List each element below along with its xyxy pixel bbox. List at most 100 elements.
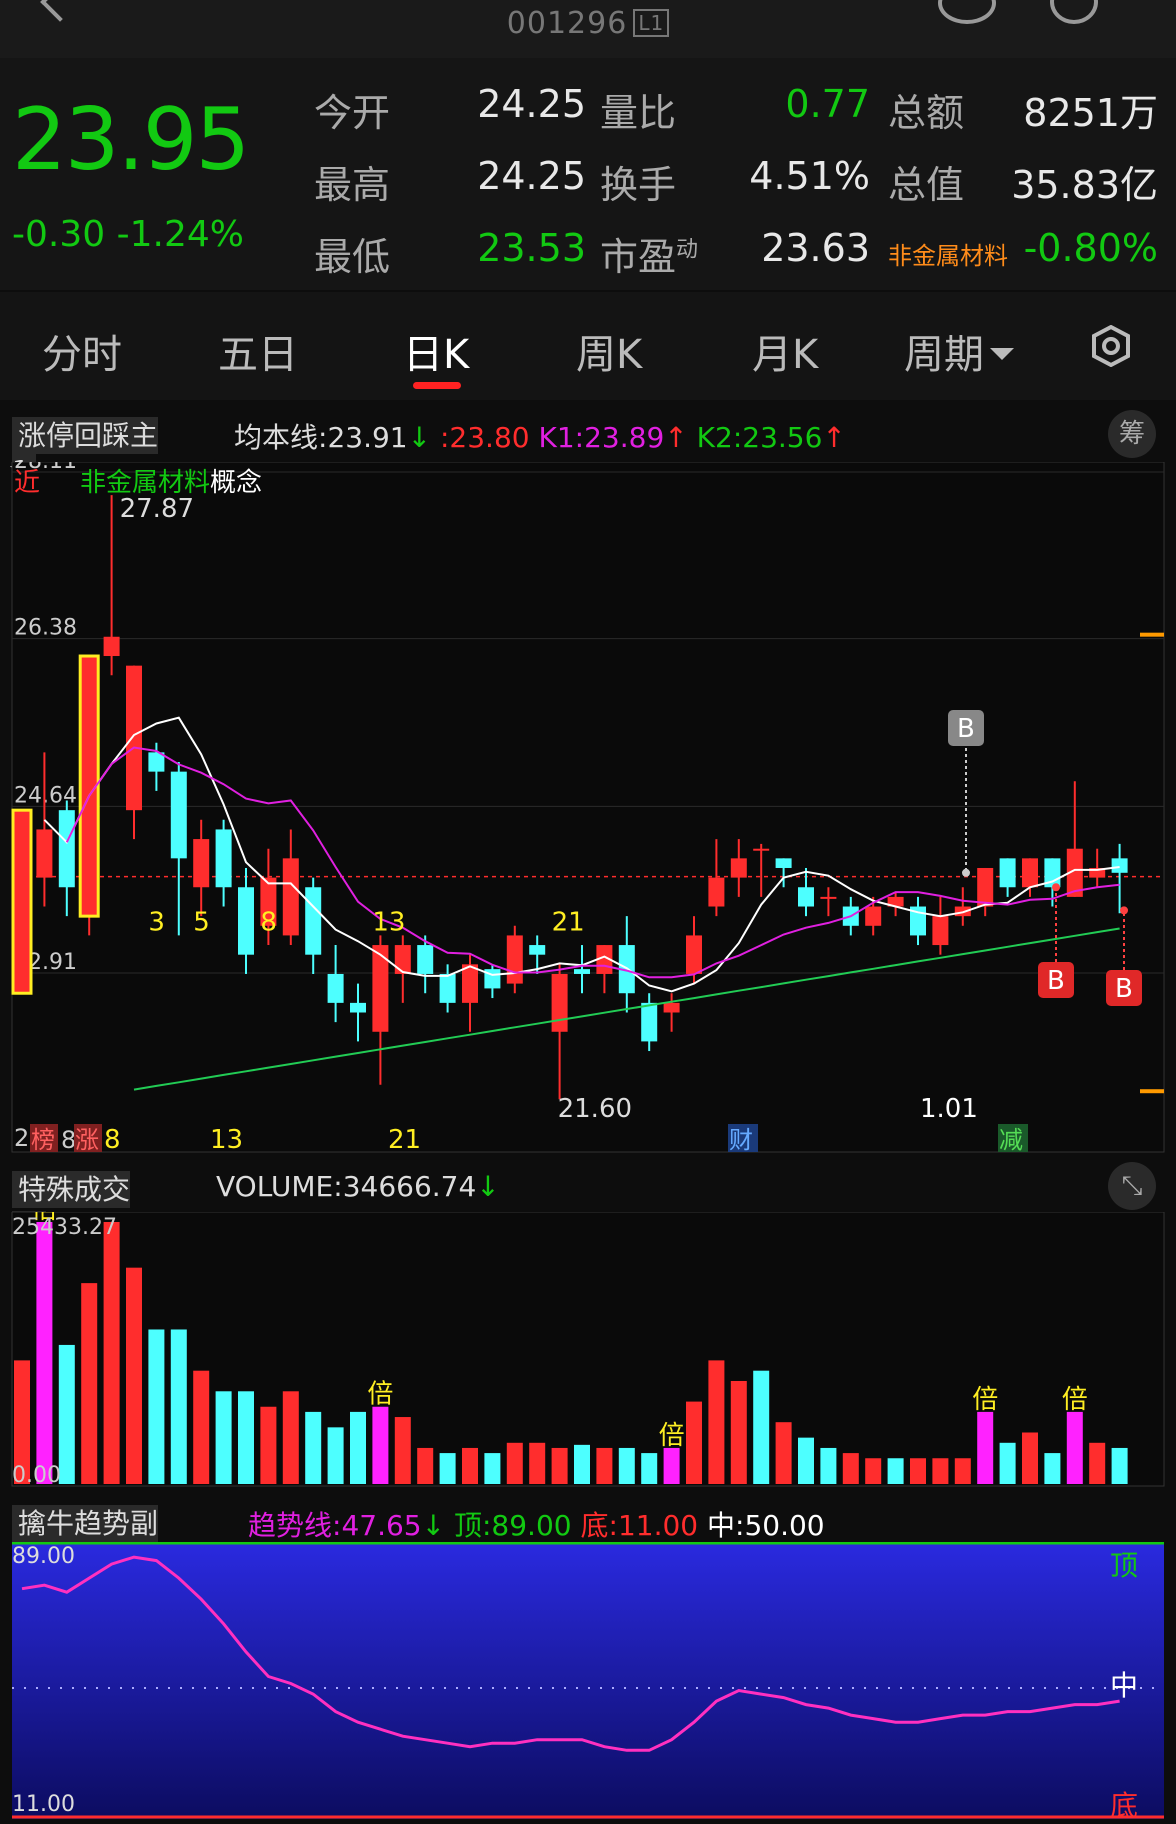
turnover-value: 4.51%: [749, 154, 870, 198]
volume-bar: [1089, 1442, 1106, 1484]
tag-bg: [998, 1124, 1028, 1152]
bottom-count: 21: [388, 1125, 421, 1155]
candle-body: [865, 906, 882, 926]
price-marker: [1140, 1089, 1164, 1094]
volume-bar: [439, 1453, 456, 1484]
volume-bar: [170, 1329, 187, 1484]
candle-body: [36, 829, 53, 878]
other-label: 1.01: [920, 1094, 978, 1124]
candle-body: [58, 810, 75, 888]
candle-body: [999, 858, 1016, 888]
volume-bar: [1066, 1411, 1083, 1484]
vol-ratio-label: 量比: [600, 91, 677, 135]
candle-body: [462, 964, 478, 1003]
candle-body: [1066, 848, 1083, 897]
candle-body: [708, 877, 725, 907]
candle-body: [372, 945, 389, 1032]
count-label: 5: [193, 908, 210, 938]
candle-body: [1022, 858, 1038, 888]
pe-value: 23.63: [761, 226, 870, 270]
volume-bar: [932, 1458, 949, 1484]
volume-chart[interactable]: 倍倍倍倍倍25433.270.00: [0, 1212, 1176, 1488]
candle-body: [170, 771, 187, 859]
candle-body: [887, 896, 904, 907]
volume-bar: [753, 1370, 770, 1484]
amount-label: 总额: [888, 91, 965, 135]
candle-body: [305, 887, 322, 955]
trend-mid-tag: 中: [1110, 1669, 1139, 1702]
volume-bar: [103, 1222, 120, 1484]
volume-bar: [215, 1391, 232, 1484]
tab-intraday[interactable]: 分时: [42, 332, 122, 378]
tab-five-day[interactable]: 五日: [218, 332, 298, 378]
candle-body: [417, 945, 434, 974]
volume-bar: [663, 1447, 680, 1484]
high-label: 最高: [314, 163, 391, 207]
last-price: 23.95: [12, 90, 250, 190]
finance-tag: 财: [729, 1126, 753, 1154]
bottom-count: 13: [210, 1125, 243, 1155]
candle-body: [798, 887, 814, 907]
candle-body: [215, 829, 232, 888]
trend-top-tag: 顶: [1110, 1549, 1139, 1582]
chevron-down-icon: [990, 348, 1014, 360]
tab-daily-k[interactable]: 日K: [403, 332, 470, 378]
volume-bar: [1111, 1447, 1128, 1484]
candle-body: [148, 752, 165, 772]
amount-value: 8251万: [1023, 91, 1158, 135]
volume-bar: [798, 1437, 814, 1484]
concept-tags[interactable]: 近非金属材料概念: [14, 468, 263, 498]
y-tick-label: 0.00: [12, 1463, 61, 1488]
trend-indicator-values: 趋势线:47.65↓ 顶:89.00 底:11.00 中:50.00: [248, 1509, 825, 1542]
open-label: 今开: [314, 91, 391, 135]
sector-link[interactable]: 非金属材料: [888, 242, 1008, 270]
trend-line: [21, 1555, 1120, 1752]
level-badge: L1: [633, 9, 670, 37]
volume-bar: [529, 1442, 546, 1484]
reduce-tag: 减: [999, 1126, 1023, 1154]
price-marker: [1140, 632, 1164, 637]
stock-code: 001296 L1: [0, 6, 1176, 41]
candle-body: [932, 916, 949, 946]
count-label: 8: [260, 908, 277, 938]
volume-bar: [686, 1401, 702, 1484]
tab-monthly-k[interactable]: 月K: [752, 332, 819, 378]
candle-body: [551, 973, 568, 1032]
ma-green-line: [133, 927, 1120, 1091]
volume-bar: [574, 1444, 590, 1484]
volume-bar: [305, 1411, 322, 1484]
market-cap-label: 总值: [888, 163, 965, 207]
bottom-axis-label: 8: [61, 1126, 76, 1154]
open-value: 24.25: [477, 82, 586, 126]
active-tab-indicator: [413, 382, 461, 389]
kline-chart[interactable]: 28.1126.3824.6422.91358132127.8721.601.0…: [0, 462, 1176, 1158]
turnover-label: 换手: [600, 163, 677, 207]
buy-signal-label: B: [957, 714, 975, 744]
settings-icon[interactable]: [1090, 324, 1132, 368]
main-indicator-values: 均本线:23.91↓ :23.80 K1:23.89↑ K2:23.56↑: [234, 421, 846, 454]
tab-period[interactable]: 周期: [904, 322, 1014, 380]
candle-body: [238, 887, 254, 955]
tab-weekly-k[interactable]: 周K: [576, 332, 643, 378]
volume-bar: [551, 1447, 568, 1484]
bottom-axis-label: 2: [14, 1124, 29, 1152]
volume-bar: [58, 1344, 75, 1484]
candle-body: [1089, 867, 1106, 878]
volume-multiple-label: 倍: [1062, 1385, 1088, 1415]
volume-bar: [865, 1458, 882, 1484]
candle-body: [327, 973, 344, 1003]
chip-button[interactable]: 筹: [1108, 410, 1156, 458]
volume-bar: [36, 1222, 53, 1484]
expand-icon[interactable]: ⤡: [1108, 1162, 1156, 1210]
low-value: 23.53: [477, 226, 586, 270]
volume-bar: [506, 1442, 523, 1484]
volume-bar: [954, 1458, 971, 1484]
tag-bg: [728, 1124, 758, 1152]
candle-body: [350, 1002, 366, 1013]
candle-body: [439, 973, 456, 1003]
y-tick-label: 28.11: [14, 462, 77, 474]
candle-body: [775, 858, 792, 868]
volume-bar: [193, 1370, 210, 1484]
vol-ratio-value: 0.77: [785, 82, 870, 126]
trend-chart[interactable]: [0, 1542, 1176, 1819]
